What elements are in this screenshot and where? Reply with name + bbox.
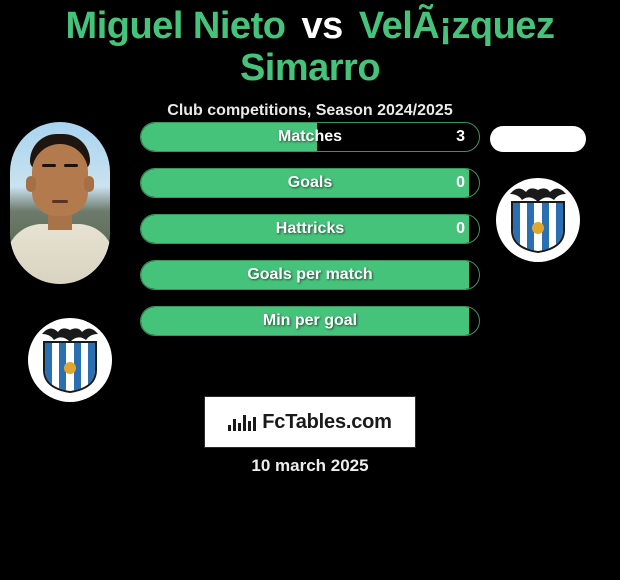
vs-label: vs [302, 5, 343, 47]
photo-ear-left [26, 176, 36, 192]
stat-value-right: 3 [456, 128, 465, 146]
player2-name: VelÃ¡zquez Simarro [240, 5, 555, 89]
brand-bars-icon [228, 413, 256, 431]
brand-watermark: FcTables.com [204, 396, 416, 448]
comparison-title: Miguel Nieto vs VelÃ¡zquez Simarro [0, 0, 620, 90]
stat-label: Hattricks [276, 220, 344, 238]
photo-brow-left [42, 164, 56, 167]
photo-brow-right [64, 164, 78, 167]
date-label: 10 march 2025 [0, 456, 620, 476]
crest-graphic [36, 324, 104, 396]
stat-row-goals: Goals 0 [140, 168, 480, 198]
stat-row-goals-per-match: Goals per match [140, 260, 480, 290]
player1-club-crest [28, 318, 112, 402]
stats-container: Matches 3 Goals 0 Hattricks 0 Goals per … [140, 122, 480, 352]
crest-shield-icon [42, 340, 98, 394]
stat-value-right: 0 [456, 220, 465, 238]
photo-mouth [52, 200, 68, 203]
stat-row-hattricks: Hattricks 0 [140, 214, 480, 244]
crest-graphic [504, 184, 572, 256]
brand-text: FcTables.com [262, 411, 392, 434]
player2-photo-placeholder [490, 126, 586, 152]
photo-shirt [10, 224, 110, 284]
stat-row-min-per-goal: Min per goal [140, 306, 480, 336]
player1-name: Miguel Nieto [66, 5, 286, 47]
crest-shield-icon [510, 200, 566, 254]
stat-row-matches: Matches 3 [140, 122, 480, 152]
stat-value-right: 0 [456, 174, 465, 192]
player1-photo [10, 122, 110, 284]
subtitle: Club competitions, Season 2024/2025 [0, 102, 620, 120]
stat-label: Goals [288, 174, 332, 192]
stat-label: Min per goal [263, 312, 357, 330]
stat-label: Goals per match [247, 266, 372, 284]
photo-face [32, 144, 88, 216]
stat-label: Matches [278, 128, 342, 146]
photo-ear-right [84, 176, 94, 192]
player2-club-crest [496, 178, 580, 262]
